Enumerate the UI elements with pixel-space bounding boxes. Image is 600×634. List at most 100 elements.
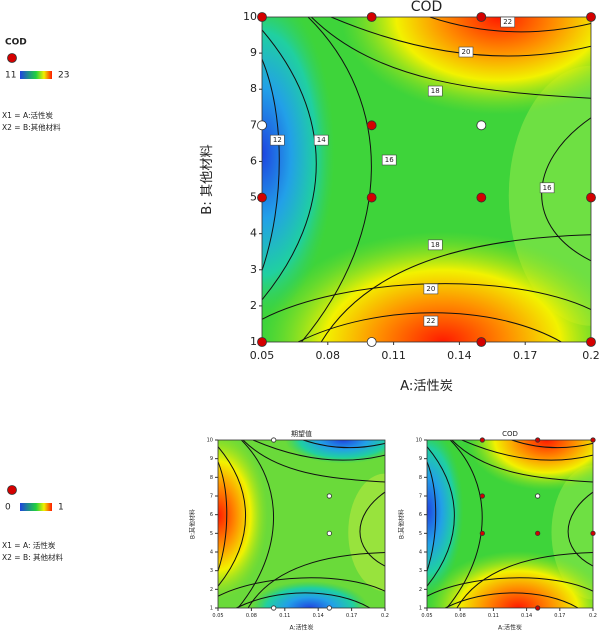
y-tick-label: 5 — [419, 531, 422, 537]
legend-marker — [7, 485, 17, 495]
x-tick-label: 0.08 — [246, 613, 257, 619]
y-tick-label: 4 — [250, 227, 257, 240]
x-axis-label: A:活性炭 — [498, 624, 522, 632]
y-tick-label: 6 — [419, 512, 422, 518]
design-point — [590, 437, 596, 443]
x-tick-label: 0.2 — [582, 349, 600, 362]
x-tick-label: 0.17 — [554, 613, 565, 619]
x-tick-label: 0.14 — [447, 349, 472, 362]
design-point — [586, 337, 596, 347]
design-point — [535, 530, 541, 536]
x-tick-label: 0.14 — [313, 613, 324, 619]
design-point — [326, 493, 332, 499]
design-point — [326, 530, 332, 536]
design-point — [479, 530, 485, 536]
color-bar — [20, 71, 52, 79]
contour-label-box — [423, 283, 439, 295]
design-point — [257, 12, 267, 22]
y-tick-label: 8 — [210, 475, 213, 481]
chart-title: COD — [502, 430, 518, 438]
design-point — [366, 192, 377, 203]
color-bar-max: 1 — [58, 503, 64, 513]
design-point — [326, 605, 332, 611]
factor-label: X2 = B: 其他材料 — [2, 552, 64, 562]
contour-label: 20 — [462, 48, 471, 56]
y-tick-label: 2 — [250, 299, 257, 312]
design-point — [479, 493, 485, 499]
design-point — [271, 437, 277, 443]
design-point — [590, 530, 596, 536]
contour-label: 20 — [426, 285, 435, 293]
x-tick-label: 0.2 — [381, 613, 389, 619]
design-point — [366, 337, 377, 347]
y-tick-label: 9 — [210, 456, 213, 462]
y-tick-label: 3 — [210, 568, 213, 574]
contour-label-box — [313, 134, 329, 146]
contour-label-box — [427, 85, 443, 97]
design-point — [586, 192, 596, 203]
contour-label: 18 — [431, 241, 440, 249]
design-point — [476, 120, 487, 131]
factor-label: X1 = A: 活性炭 — [2, 540, 56, 550]
contour-label-box — [458, 46, 474, 58]
x-axis-label: A:活性炭 — [400, 378, 453, 394]
y-tick-label: 8 — [419, 475, 422, 481]
contour-field — [218, 440, 385, 608]
design-point — [257, 337, 267, 347]
x-tick-label: 0.17 — [513, 349, 538, 362]
x-tick-label: 0.11 — [488, 613, 499, 619]
y-tick-label: 10 — [243, 10, 257, 23]
y-tick-label: 8 — [250, 82, 257, 95]
y-tick-label: 5 — [250, 191, 257, 204]
color-bar-max: 23 — [58, 71, 69, 81]
contour-label-box — [500, 16, 515, 28]
design-point — [257, 120, 267, 131]
x-tick-label: 0.05 — [212, 613, 223, 619]
y-tick-label: 3 — [419, 568, 422, 574]
chart-title: COD — [411, 0, 443, 15]
x-tick-label: 0.11 — [279, 613, 290, 619]
contour-label: 16 — [385, 156, 394, 164]
color-bar-min: 11 — [5, 71, 16, 81]
factor-label: X2 = B:其他材料 — [2, 122, 61, 132]
y-tick-label: 2 — [419, 587, 422, 593]
chart-title: 期望值 — [291, 429, 312, 438]
y-tick-label: 7 — [210, 494, 213, 500]
design-point — [586, 12, 596, 22]
y-tick-label: 6 — [250, 154, 257, 167]
contour-label: 22 — [503, 18, 512, 26]
x-tick-label: 0.14 — [521, 613, 532, 619]
design-point — [366, 12, 377, 22]
y-axis-label: B:其他材料 — [398, 509, 406, 539]
design-point — [271, 605, 277, 611]
design-point — [479, 437, 485, 443]
y-tick-label: 10 — [416, 438, 422, 444]
contour-label-box — [381, 154, 397, 166]
x-tick-label: 0.11 — [381, 349, 406, 362]
contour-label-box — [270, 134, 285, 146]
x-tick-label: 0.17 — [346, 613, 357, 619]
contour-label-box — [427, 239, 443, 251]
contour-label: 22 — [426, 317, 435, 325]
contour-label-box — [539, 182, 555, 194]
contour-label-box — [423, 315, 439, 327]
x-tick-label: 0.08 — [316, 349, 341, 362]
color-bar-min: 0 — [5, 503, 11, 513]
plot-frame — [426, 439, 594, 609]
y-tick-label: 6 — [210, 512, 213, 518]
y-tick-label: 7 — [250, 118, 257, 131]
design-point — [476, 12, 487, 22]
y-tick-label: 2 — [210, 587, 213, 593]
y-tick-label: 7 — [419, 494, 422, 500]
design-point — [476, 337, 487, 347]
y-tick-label: 1 — [419, 606, 422, 612]
y-axis-label: B: 其他材料 — [199, 144, 215, 214]
x-tick-label: 0.05 — [421, 613, 432, 619]
y-tick-label: 4 — [419, 550, 422, 556]
design-point — [535, 437, 541, 443]
x-tick-label: 0.08 — [455, 613, 466, 619]
design-point — [257, 192, 267, 203]
y-tick-label: 3 — [250, 263, 257, 276]
plot-frame — [261, 16, 592, 343]
y-tick-label: 4 — [210, 550, 213, 556]
